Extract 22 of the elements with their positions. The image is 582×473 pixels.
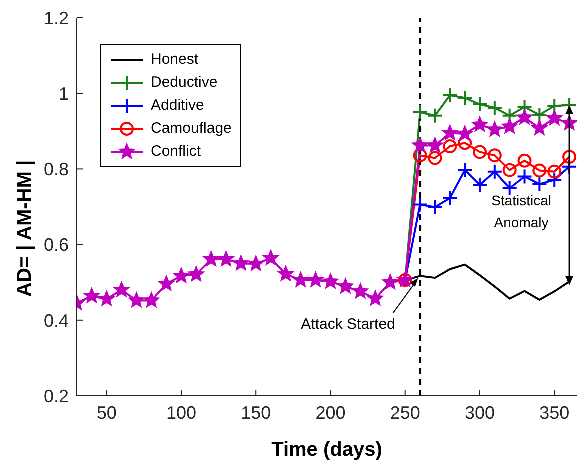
y-tick-label: 0.4 <box>44 310 69 331</box>
x-tick-label: 100 <box>166 402 196 423</box>
legend-label: Camouflage <box>151 120 232 137</box>
y-tick-label: 0.2 <box>44 386 69 406</box>
legend-label: Additive <box>151 97 204 114</box>
y-tick-label: 1 <box>58 84 69 104</box>
y-tick-label: 0.8 <box>44 160 69 180</box>
x-tick-label: 200 <box>316 402 346 423</box>
legend-label: Conflict <box>151 143 202 160</box>
x-tick-label: 150 <box>241 402 272 423</box>
x-tick-label: 250 <box>390 402 420 423</box>
annotation: Statistical Anomaly <box>492 192 552 230</box>
y-tick-label: 1.2 <box>44 8 69 28</box>
y-tick-label: 0.6 <box>44 235 69 256</box>
x-tick-label: 50 <box>96 402 117 423</box>
x-axis-title: Time (days) <box>272 439 382 461</box>
y-axis-title: AD= | AM-HM | <box>14 160 36 297</box>
legend-label: Honest <box>151 51 199 68</box>
x-tick-label: 300 <box>464 402 496 423</box>
legend-label: Deductive <box>151 74 218 91</box>
annotation: Attack Started <box>301 316 396 334</box>
x-tick-label: 350 <box>540 402 570 423</box>
